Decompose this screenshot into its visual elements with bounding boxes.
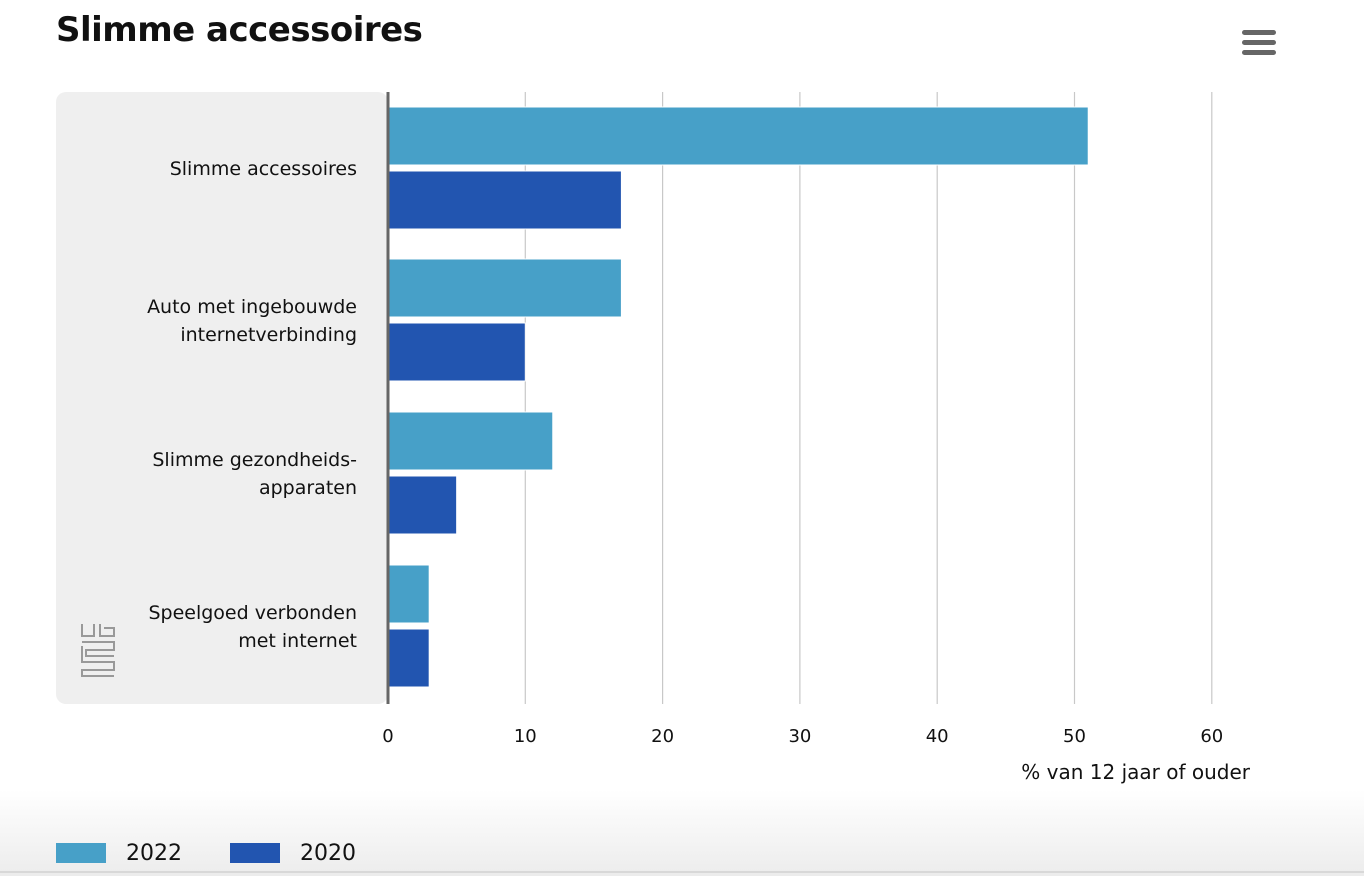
x-tick-label: 10 — [514, 726, 537, 747]
category-label-line: Slimme accessoires — [170, 158, 357, 180]
cbs-logo-icon — [81, 624, 115, 677]
bar-2022-0[interactable] — [388, 106, 1089, 166]
category-label-line: Auto met ingebouwde — [147, 296, 357, 318]
bar-2020-3[interactable] — [388, 628, 430, 688]
x-tick-label: 0 — [382, 726, 393, 747]
bar-2022-1[interactable] — [388, 258, 622, 318]
x-tick-label: 60 — [1200, 726, 1223, 747]
category-label: Slimme accessoires — [170, 158, 357, 180]
legend-label-2022: 2022 — [126, 840, 182, 866]
bar-2020-0[interactable] — [388, 170, 622, 230]
bar-2020-1[interactable] — [388, 322, 526, 382]
category-label: Auto met ingebouwde internetverbinding — [147, 296, 357, 346]
x-tick-label: 40 — [926, 726, 949, 747]
chart-title: Slimme accessoires — [56, 10, 423, 50]
category-label-line: Speelgoed verbonden — [148, 602, 357, 624]
legend-item-2020[interactable]: 2020 — [230, 838, 356, 868]
category-label-line: internetverbinding — [180, 324, 357, 346]
x-tick-label: 50 — [1063, 726, 1086, 747]
x-tick-label: 30 — [788, 726, 811, 747]
category-label-line: Slimme gezondheids- — [152, 449, 357, 471]
bar-chart: Slimme accessoires Auto met ingebouwde int… — [56, 92, 1251, 784]
legend-item-2022[interactable]: 2022 — [56, 838, 182, 868]
category-label-line: apparaten — [259, 477, 357, 499]
bar-2022-3[interactable] — [388, 564, 430, 624]
bottom-divider — [0, 871, 1364, 873]
legend-area — [0, 790, 1364, 876]
x-tick-labels: 0 10 20 30 40 50 60 — [382, 726, 1223, 747]
bar-2020-2[interactable] — [388, 475, 458, 535]
category-label: Slimme gezondheids-apparaten — [152, 449, 357, 499]
category-label: Speelgoed verbonden met internet — [148, 602, 357, 652]
x-axis-title: % van 12 jaar of ouder — [1021, 760, 1250, 784]
grid-lines — [524, 92, 1213, 704]
category-band — [56, 92, 388, 704]
legend-swatch-2020 — [230, 843, 280, 863]
bar-2022-2[interactable] — [388, 411, 554, 471]
category-label-line: met internet — [238, 630, 357, 652]
category-labels: Slimme accessoires Auto met ingebouwde int… — [147, 158, 357, 652]
legend-swatch-2022 — [56, 843, 106, 863]
legend-label-2020: 2020 — [300, 840, 356, 866]
bars — [388, 106, 1089, 688]
x-tick-label: 20 — [651, 726, 674, 747]
hamburger-menu-icon[interactable] — [1240, 28, 1280, 60]
